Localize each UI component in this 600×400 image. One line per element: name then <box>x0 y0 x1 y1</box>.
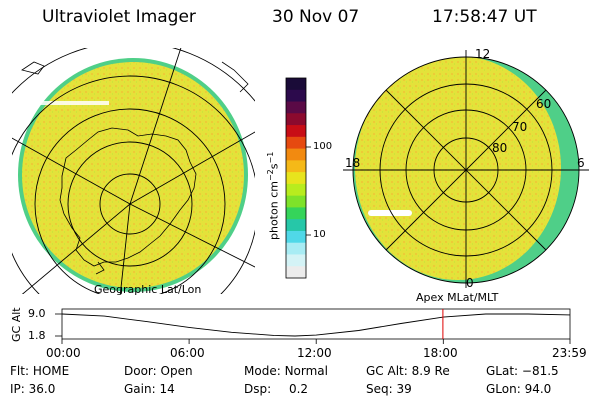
meridians <box>12 48 255 294</box>
image-stripe <box>368 210 412 216</box>
x-tick-label: 06:00 <box>170 346 205 360</box>
altitude-plot-frame <box>61 308 571 340</box>
x-tick-label: 23:59 <box>552 346 587 360</box>
instrument-title: Ultraviolet Imager <box>42 7 196 27</box>
colorbar-band <box>286 183 306 197</box>
magnetic-image <box>343 50 589 288</box>
colorbar-band <box>286 254 306 267</box>
landmass-outline <box>21 61 45 75</box>
colorbar-band <box>286 195 306 208</box>
mlat-label-60: 60 <box>536 97 552 111</box>
mlt-label-6: 6 <box>577 156 585 170</box>
x-tick-label: 18:00 <box>423 346 458 360</box>
date-label: 30 Nov 07 <box>272 7 360 27</box>
mlat-label-70: 70 <box>512 120 528 134</box>
latitude-circles <box>12 48 255 294</box>
status-glon: GLon: 94.0 <box>486 382 552 396</box>
x-tick-label: 12:00 <box>297 346 332 360</box>
left-panel-label: Geographic Lat/Lon <box>94 283 202 296</box>
status-door: Door: Open <box>124 364 193 378</box>
x-ticks <box>61 339 571 344</box>
colorbar-band <box>286 242 306 255</box>
mlt-label-0: 0 <box>466 276 474 290</box>
right-panel-label: Apex MLat/MLT <box>416 291 499 304</box>
colorbar-band <box>286 136 306 150</box>
altitude-curve <box>61 313 571 337</box>
y-tick-label-low: 1.8 <box>28 329 46 342</box>
status-dsp: Dsp: 0.2 <box>244 382 309 396</box>
colorbar-band <box>286 207 306 220</box>
colorbar-band <box>286 78 306 91</box>
image-fill <box>22 62 244 288</box>
y-tick-label-high: 9.0 <box>28 307 46 320</box>
colorbar-band <box>286 101 306 114</box>
status-glat: GLat: −81.5 <box>486 364 559 378</box>
status-flt: Flt: HOME <box>10 364 70 378</box>
colorbar-band <box>286 148 306 161</box>
colorbar-band <box>286 113 306 126</box>
colorbar-label-10: 10 <box>313 229 326 240</box>
mlt-label-18: 18 <box>345 156 361 170</box>
colorbar-band <box>286 125 306 138</box>
status-ip: IP: 36.0 <box>10 382 56 396</box>
colorbar-band <box>286 266 306 279</box>
mlt-label-12: 12 <box>475 47 491 61</box>
colorbar-unit-label: photon cm−2s−1 <box>266 151 281 240</box>
landmass-outline <box>221 61 249 93</box>
colorbar-frame <box>285 77 307 279</box>
altitude-axis-label: GC Alt <box>10 307 23 342</box>
image-stripe <box>24 101 109 105</box>
x-tick-label: 00:00 <box>46 346 81 360</box>
colorbar-band <box>286 160 306 173</box>
colorbar-band <box>286 219 306 232</box>
status-gain: Gain: 14 <box>124 382 175 396</box>
colorbar-band <box>286 230 306 244</box>
colorbar <box>286 78 306 279</box>
image-fill <box>355 57 561 280</box>
time-label: 17:58:47 UT <box>432 7 537 27</box>
status-mode: Mode: Normal <box>244 364 328 378</box>
mlat-label-80: 80 <box>492 141 508 155</box>
geographic-image <box>12 48 255 294</box>
colorbar-band <box>286 89 306 103</box>
mlt-meridians <box>343 50 589 288</box>
colorbar-band <box>286 172 306 185</box>
status-seq: Seq: 39 <box>366 382 412 396</box>
coastline <box>59 127 197 267</box>
colorbar-label-100: 100 <box>313 141 333 152</box>
coastline-fragment <box>95 261 105 275</box>
status-gcalt: GC Alt: 8.9 Re <box>366 364 450 378</box>
